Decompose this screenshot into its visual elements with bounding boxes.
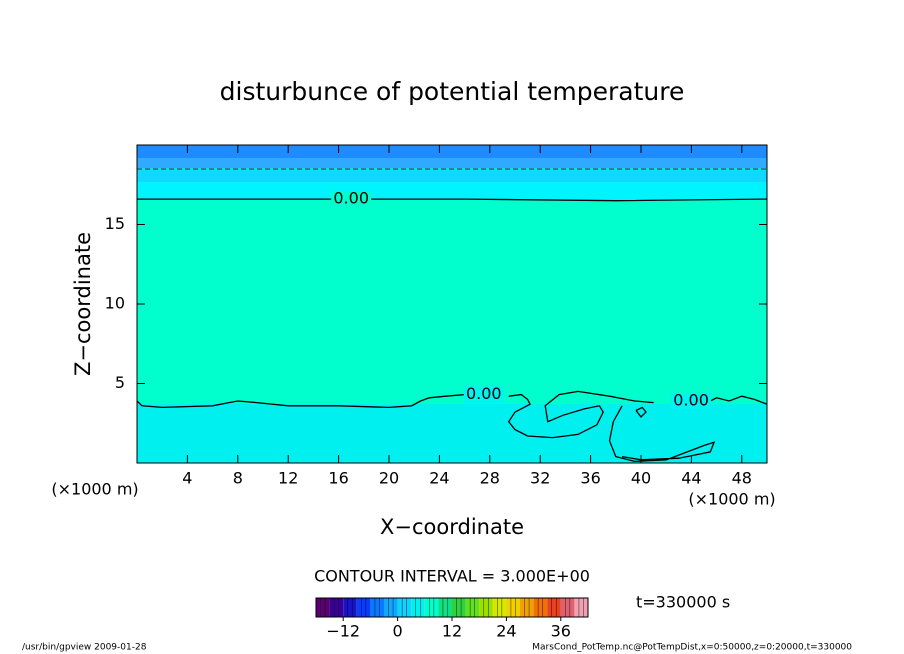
colorbar-cell — [316, 598, 330, 617]
x-tick-label: 8 — [233, 469, 243, 488]
fill-band — [137, 404, 767, 463]
colorbar-cell — [492, 598, 507, 617]
plot-area: 0.00 0.00 0.00 — [136, 145, 768, 463]
contour-label-bg — [331, 191, 372, 208]
chart-title: disturbunce of potential temperature — [220, 77, 685, 106]
colorbar-cell — [397, 598, 412, 617]
colorbar-cell — [329, 598, 344, 617]
footer-right: MarsCond_PotTemp.nc@PotTempDist,x=0:5000… — [532, 643, 852, 653]
x-tick-label: 28 — [480, 469, 500, 488]
colorbar-cell — [411, 598, 425, 617]
colorbar-tick-label: 24 — [496, 622, 516, 641]
fill-band — [137, 158, 767, 168]
colorbar-tick-label: 36 — [551, 622, 571, 641]
x-units: (×1000 m) — [51, 480, 138, 499]
fill-band — [137, 145, 767, 158]
colorbar-cell — [424, 598, 439, 617]
time-label: t=330000 s — [636, 593, 730, 612]
x-tick-label: 12 — [278, 469, 298, 488]
colorbar-cell — [452, 598, 466, 617]
colorbar-cell — [343, 598, 357, 617]
contour-line — [635, 406, 647, 418]
colorbar-cell — [438, 598, 452, 617]
y-tick-label: 5 — [115, 373, 125, 392]
x-tick-label: 16 — [328, 469, 348, 488]
colorbar-cell — [384, 598, 398, 617]
contour-label: 0.00 — [466, 384, 502, 403]
x-tick-label: 40 — [631, 469, 651, 488]
contour-label-bg — [463, 386, 504, 403]
colorbar-cell — [574, 598, 588, 617]
colorbar-tick-label: 0 — [393, 622, 403, 641]
colorbar-cell — [479, 598, 493, 617]
contour-line — [136, 393, 465, 409]
x-units: (×1000 m) — [688, 490, 775, 509]
x-axis-label: X−coordinate — [380, 515, 524, 539]
colorbar-cell — [547, 598, 561, 617]
colorbar-tick-label: 12 — [442, 622, 462, 641]
fill-band — [137, 168, 767, 182]
contour-label-bg — [671, 392, 712, 409]
x-tick-label: 24 — [429, 469, 449, 488]
x-tick-label: 20 — [379, 469, 399, 488]
y-axis-label: Z−coordinate — [71, 232, 95, 376]
x-tick-label: 36 — [580, 469, 600, 488]
y-tick-label: 10 — [105, 294, 125, 313]
fill-band — [137, 182, 767, 199]
x-tick-label: 48 — [732, 469, 752, 488]
colorbar-cell — [520, 598, 534, 617]
colorbar-tick-label: −12 — [326, 622, 360, 641]
contour-line — [137, 198, 768, 202]
footer-left: /usr/bin/gpview 2009-01-28 — [22, 643, 147, 653]
colorbar-cell — [560, 598, 575, 617]
contour-line — [608, 405, 716, 463]
contour-line — [710, 395, 768, 405]
colorbar-cell — [533, 598, 548, 617]
contour-label: 0.00 — [673, 390, 709, 409]
contour-line — [507, 390, 654, 439]
y-tick-label: 15 — [105, 214, 125, 233]
x-tick-label: 32 — [530, 469, 550, 488]
x-tick-label: 4 — [182, 469, 192, 488]
contour-label: 0.00 — [333, 189, 369, 208]
colorbar-cell — [465, 598, 480, 617]
colorbar-cell — [370, 598, 384, 617]
contour-interval: CONTOUR INTERVAL = 3.000E+00 — [314, 567, 590, 586]
x-tick-label: 44 — [681, 469, 701, 488]
colorbar-cell — [506, 598, 520, 617]
colorbar-cell — [356, 598, 371, 617]
